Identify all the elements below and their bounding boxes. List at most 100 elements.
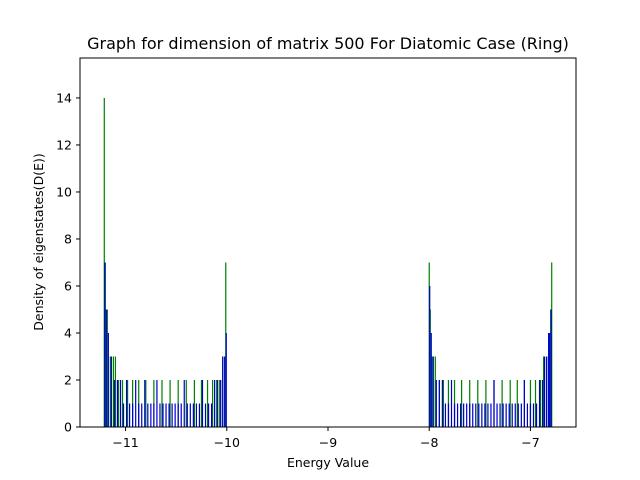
y-tick-label: 0 [64,420,72,435]
bar-series-1 [490,403,492,427]
bar-series-1 [450,379,453,427]
bar-series-0 [516,379,518,427]
bar-series-1 [171,403,173,427]
chart-title: Graph for dimension of matrix 500 For Di… [87,34,569,53]
bar-series-1 [135,379,137,427]
bar-series-1 [529,403,532,427]
bar-series-1 [549,332,551,427]
bar-series-1 [460,403,462,427]
bar-series-0 [453,379,456,427]
bar-series-1 [532,403,535,427]
bar-series-1 [189,403,191,427]
bar-series-1 [225,332,227,427]
bar-series-1 [499,403,501,427]
bar-series-0 [121,379,124,427]
x-axis-label: Energy Value [287,455,369,470]
bar-series-0 [132,379,134,427]
bar-series-0 [534,379,537,427]
bar-series-0 [219,379,221,427]
y-axis-label: Density of eigenstates(D(E)) [31,153,46,330]
bar-series-1 [138,403,140,427]
bar-series-1 [520,403,522,427]
bar-series-0 [539,379,542,427]
bar-series-1 [128,403,131,427]
bar-series-1 [113,379,116,427]
bar-series-1 [517,403,519,427]
bar-series-1 [548,332,550,427]
bar-series-0 [431,356,433,427]
x-tick-label: −8 [420,435,438,450]
bar-series-0 [543,356,545,427]
bar-series-1 [220,379,222,427]
bar-series-1 [110,356,112,427]
bar-series-0 [161,379,163,427]
bar-series-1 [153,403,155,427]
bar-series-1 [217,379,219,427]
bar-series-0 [212,379,214,427]
bar-series-0 [485,379,487,427]
bar-series-0 [193,379,195,427]
bar-series-0 [469,379,471,427]
bar-series-0 [114,356,117,427]
bar-series-1 [165,403,167,427]
bar-series-1 [162,403,164,427]
bar-series-1 [514,403,516,427]
bar-series-0 [112,356,115,427]
bar-series-1 [174,403,176,427]
x-tick-label: −9 [319,435,337,450]
bar-layer [103,97,553,428]
bar-series-1 [538,379,541,427]
bar-series-1 [168,403,170,427]
bar-series-1 [150,403,152,427]
bar-series-1 [186,403,188,427]
bar-series-1 [487,403,489,427]
bar-series-1 [453,403,456,427]
x-tick-label: −11 [112,435,138,450]
bar-series-0 [529,379,532,427]
bar-series-0 [477,379,479,427]
bar-series-1 [441,379,443,427]
bar-series-0 [447,379,450,427]
bar-series-1 [466,403,468,427]
bar-series-1 [210,403,213,427]
bar-series-1 [192,403,194,427]
bar-series-0 [501,379,503,427]
bar-series-1 [502,403,504,427]
bar-series-1 [511,403,513,427]
bar-series-1 [444,403,447,427]
bar-series-1 [541,379,544,427]
bar-series-1 [463,403,465,427]
bar-series-1 [183,379,185,427]
bar-series-0 [138,379,140,427]
bar-series-1 [156,379,158,427]
y-tick-label: 10 [56,184,72,199]
bar-series-0 [200,379,203,427]
y-tick-label: 8 [64,231,72,246]
bar-series-0 [169,379,171,427]
bar-series-0 [126,379,129,427]
bar-series-0 [177,379,179,427]
bar-series-1 [438,379,440,427]
bar-series-1 [472,403,474,427]
bar-series-1 [535,403,538,427]
bar-series-1 [481,403,483,427]
bar-series-1 [180,403,182,427]
bar-series-1 [435,379,437,427]
bar-series-1 [204,403,207,427]
bar-series-1 [104,262,106,427]
y-tick-label: 2 [64,372,72,387]
bar-series-1 [550,309,552,427]
bar-series-0 [206,379,209,427]
plot-frame [79,57,577,428]
bar-series-1 [546,356,548,427]
bar-series-0 [145,379,147,427]
bar-series-1 [478,403,480,427]
y-tick-label: 14 [56,90,72,105]
bar-series-1 [119,379,122,427]
x-axis: −11 −10 −9 −8 −7 [112,427,540,450]
bar-series-1 [496,403,498,427]
bar-series-0 [442,379,444,427]
bar-series-0 [216,379,218,427]
bar-series-1 [105,309,107,427]
